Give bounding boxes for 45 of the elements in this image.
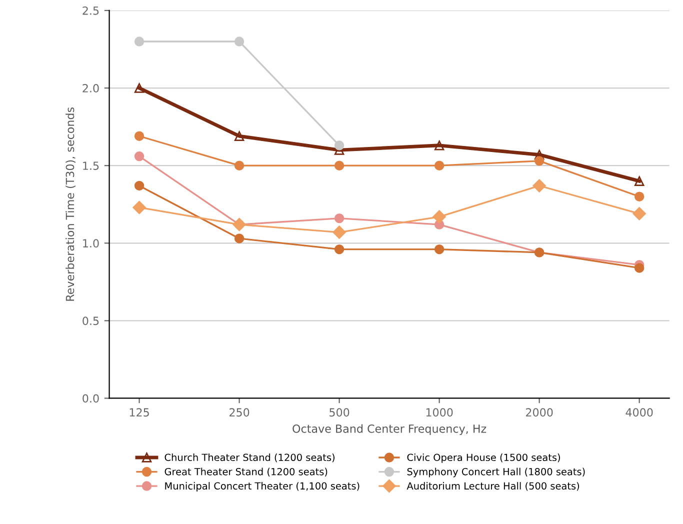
point	[134, 131, 144, 141]
point	[134, 36, 144, 46]
legend-label: Civic Opera House (1500 seats)	[407, 454, 560, 463]
point	[434, 244, 444, 254]
legend-label: Church Theater Stand (1200 seats)	[164, 454, 334, 462]
point	[634, 176, 644, 186]
point	[134, 151, 144, 162]
y-tick-label: 2.0	[82, 84, 99, 92]
point	[634, 263, 644, 273]
point	[134, 83, 144, 93]
legend-label: Symphony Concert Hall (1800 seats)	[407, 468, 585, 478]
y-tick-label: 1.5	[83, 162, 99, 170]
point	[234, 131, 244, 141]
y-tick-label: 1.0	[83, 239, 99, 248]
y-tick-label: 2.5	[82, 6, 99, 15]
y-axis-title: Reverberation Time (T30), seconds	[66, 107, 76, 301]
legend-label: Auditorium Lecture Hall (500 seats)	[406, 482, 580, 491]
x-tick-label: 250	[230, 408, 250, 417]
y-tick-label: 0.5	[82, 316, 99, 326]
x-tick-label: 2000	[526, 408, 553, 417]
x-axis-title: Octave Band Center Frequency, Hz	[292, 424, 486, 436]
point	[434, 140, 444, 150]
point	[534, 156, 544, 166]
x-tick-label: 500	[330, 408, 350, 417]
legend-label: Municipal Concert Theater (1,100 seats)	[165, 482, 360, 492]
y-tick-label: 0.0	[82, 394, 99, 403]
legend-label: Great Theater Stand (1200 seats)	[164, 468, 328, 476]
point	[632, 207, 646, 220]
x-tick-label: 1000	[426, 408, 453, 417]
x-tick-label: 4000	[626, 408, 653, 417]
point	[132, 200, 146, 214]
point	[334, 140, 344, 150]
point	[334, 160, 344, 170]
point	[432, 210, 446, 224]
point	[634, 192, 644, 202]
point	[234, 234, 244, 244]
x-tick-label: 125	[130, 408, 149, 417]
point	[434, 160, 444, 170]
point	[234, 36, 244, 46]
point	[134, 180, 144, 191]
point	[334, 244, 344, 254]
point	[532, 179, 546, 192]
point	[234, 160, 244, 170]
point	[332, 226, 346, 239]
point	[334, 213, 344, 224]
